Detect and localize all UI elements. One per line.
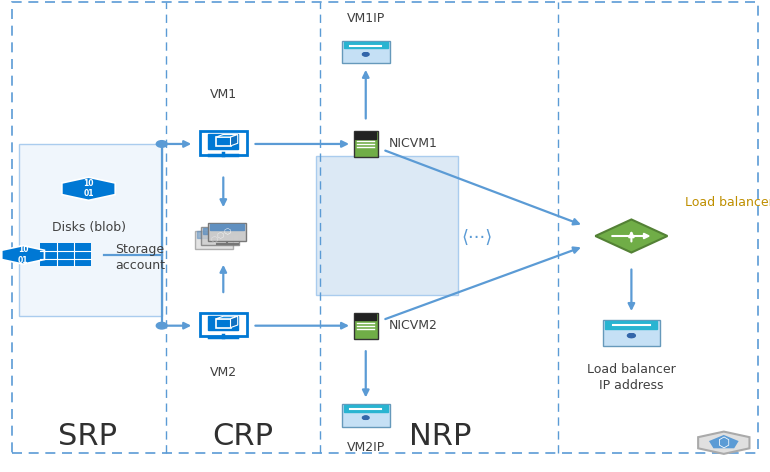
Text: ⬡: ⬡ xyxy=(216,231,224,241)
Bar xyxy=(216,319,230,328)
Polygon shape xyxy=(230,316,238,328)
Polygon shape xyxy=(230,135,238,146)
FancyBboxPatch shape xyxy=(201,227,239,245)
Bar xyxy=(209,224,244,230)
Bar xyxy=(208,135,239,149)
Text: ⬡: ⬡ xyxy=(718,436,730,450)
Circle shape xyxy=(629,334,635,337)
Text: CRP: CRP xyxy=(212,422,273,451)
Bar xyxy=(355,132,377,139)
FancyBboxPatch shape xyxy=(353,131,378,157)
Circle shape xyxy=(364,53,369,56)
FancyBboxPatch shape xyxy=(603,320,660,346)
Text: ⬡: ⬡ xyxy=(223,228,231,237)
FancyBboxPatch shape xyxy=(208,223,246,242)
FancyBboxPatch shape xyxy=(316,156,458,295)
Bar xyxy=(196,231,231,238)
Bar xyxy=(203,228,237,234)
Text: Disks (blob): Disks (blob) xyxy=(52,221,126,234)
Text: 10
01: 10 01 xyxy=(83,179,94,199)
FancyBboxPatch shape xyxy=(342,41,390,63)
Text: ⬡: ⬡ xyxy=(210,235,218,244)
Bar xyxy=(355,313,377,320)
Polygon shape xyxy=(698,431,749,454)
Text: Load balancer
IP address: Load balancer IP address xyxy=(587,363,676,392)
Text: NRP: NRP xyxy=(409,422,472,451)
Circle shape xyxy=(363,416,367,419)
Text: VM2: VM2 xyxy=(209,366,237,379)
Bar xyxy=(40,244,91,266)
Text: ⟨···⟩: ⟨···⟩ xyxy=(462,229,493,247)
Circle shape xyxy=(363,416,368,419)
Circle shape xyxy=(364,416,369,419)
Bar xyxy=(344,42,387,48)
Bar xyxy=(344,405,387,412)
Text: Load balancer: Load balancer xyxy=(685,196,770,210)
Polygon shape xyxy=(595,219,668,253)
FancyBboxPatch shape xyxy=(200,312,246,336)
Circle shape xyxy=(156,141,167,147)
Bar xyxy=(208,316,239,330)
Text: VM1: VM1 xyxy=(209,88,237,101)
FancyBboxPatch shape xyxy=(342,404,390,427)
Polygon shape xyxy=(216,316,238,319)
Circle shape xyxy=(156,322,167,329)
FancyBboxPatch shape xyxy=(19,144,162,316)
Text: VM2IP: VM2IP xyxy=(346,441,385,455)
Polygon shape xyxy=(216,135,238,137)
FancyBboxPatch shape xyxy=(353,312,378,339)
Polygon shape xyxy=(709,435,738,448)
Polygon shape xyxy=(62,177,116,201)
FancyBboxPatch shape xyxy=(195,230,233,249)
Circle shape xyxy=(363,53,368,56)
Bar xyxy=(216,137,230,146)
FancyBboxPatch shape xyxy=(200,131,246,155)
Text: NICVM2: NICVM2 xyxy=(389,319,437,332)
Text: 10
01: 10 01 xyxy=(18,245,28,265)
Text: NICVM1: NICVM1 xyxy=(389,137,437,151)
Polygon shape xyxy=(2,245,45,264)
Bar xyxy=(605,321,658,329)
Circle shape xyxy=(628,334,634,337)
Text: Storage
account: Storage account xyxy=(116,243,166,272)
Text: SRP: SRP xyxy=(58,422,116,451)
Circle shape xyxy=(628,334,634,337)
Text: VM1IP: VM1IP xyxy=(346,11,385,25)
Circle shape xyxy=(363,53,367,56)
